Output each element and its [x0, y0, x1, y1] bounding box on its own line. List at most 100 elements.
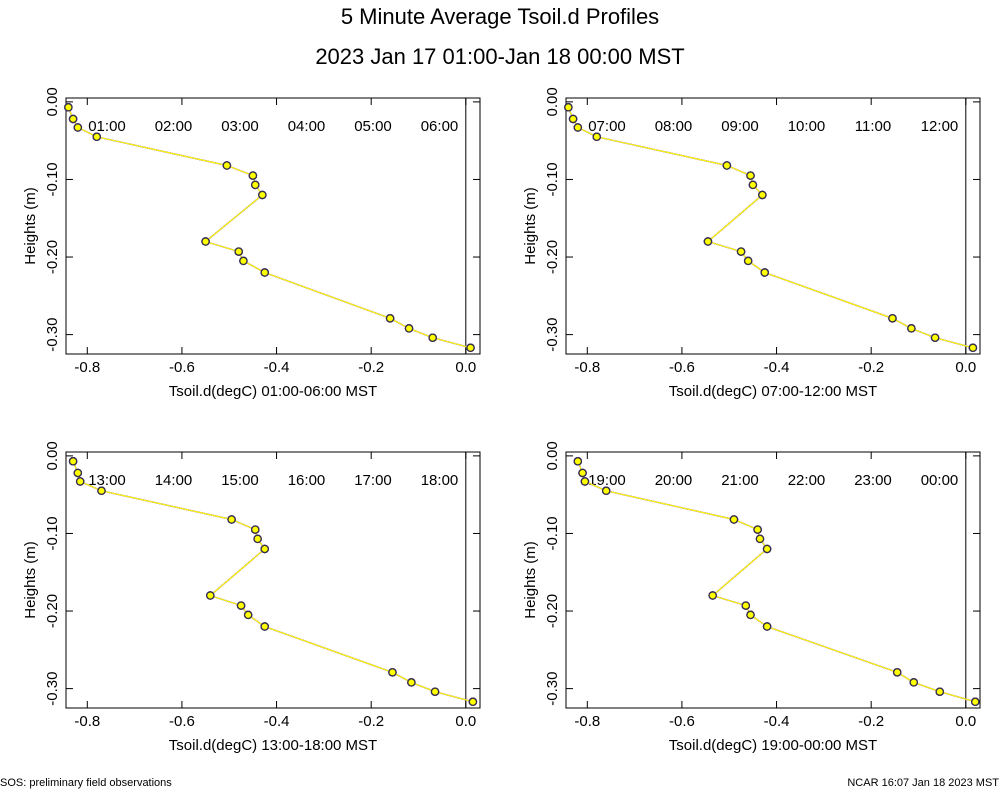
- data-point: [407, 678, 416, 687]
- data-point: [753, 525, 762, 534]
- y-tick-label: -0.10: [44, 516, 61, 550]
- x-tick-label: -0.8: [574, 359, 600, 376]
- legend-label: 01:00: [88, 118, 126, 135]
- data-point: [75, 477, 85, 486]
- data-point: [251, 525, 260, 534]
- x-tick-label: -0.2: [358, 713, 384, 730]
- x-tick-label: 0.0: [455, 713, 476, 730]
- data-point: [73, 123, 83, 132]
- data-point: [206, 591, 215, 600]
- y-tick-label: -0.20: [544, 594, 561, 628]
- x-tick-label: -0.4: [764, 713, 790, 730]
- data-point: [404, 324, 414, 333]
- x-axis-label: Tsoil.d(degC) 01:00-06:00 MST: [169, 383, 377, 400]
- y-tick-label: -0.30: [44, 672, 61, 706]
- x-axis-label: Tsoil.d(degC) 13:00-18:00 MST: [169, 737, 377, 754]
- data-point: [236, 601, 246, 610]
- data-point: [428, 333, 437, 342]
- data-point: [468, 697, 478, 707]
- legend-label: 14:00: [155, 472, 193, 489]
- y-tick-label: -0.20: [544, 240, 561, 274]
- y-tick-label: -0.10: [544, 516, 561, 550]
- legend-label: 07:00: [588, 118, 626, 135]
- x-tick-label: -0.4: [264, 713, 290, 730]
- y-axis-label: Heights (m): [22, 541, 39, 619]
- data-point: [592, 132, 602, 142]
- data-point: [703, 237, 713, 246]
- chart-title: 5 Minute Average Tsoil.d Profiles: [341, 4, 659, 29]
- series-line: [72, 461, 474, 703]
- data-point: [601, 486, 611, 496]
- data-point: [260, 622, 269, 631]
- data-point: [222, 161, 232, 170]
- y-axis-label: Heights (m): [22, 187, 39, 265]
- data-point: [201, 237, 210, 246]
- legend-label: 12:00: [921, 118, 959, 135]
- chart-subtitle: 2023 Jan 17 01:00-Jan 18 00:00 MST: [315, 44, 684, 69]
- data-point: [258, 190, 267, 200]
- data-point: [573, 123, 583, 132]
- data-point: [564, 103, 573, 112]
- x-tick-label: -0.4: [264, 359, 290, 376]
- plot-frame: [65, 451, 481, 709]
- legend-label: 20:00: [655, 472, 693, 489]
- data-point: [909, 678, 919, 687]
- panel: -0.8 -0.6 -0.4 -0.2 0.0 0.00 -0.10 -0.20 -0.30 Ts…: [522, 441, 981, 754]
- data-point: [68, 457, 78, 466]
- plot-frame: [565, 451, 981, 709]
- data-point: [239, 256, 248, 266]
- y-tick-label: -0.10: [544, 162, 561, 196]
- legend-label: 08:00: [655, 118, 693, 135]
- data-point: [68, 114, 78, 124]
- y-axis-label: Heights (m): [522, 541, 539, 619]
- y-tick-label: -0.30: [44, 318, 61, 352]
- plot-frame: [65, 97, 481, 355]
- legend-label: 09:00: [721, 118, 759, 135]
- series-line: [567, 107, 974, 349]
- data-point: [746, 610, 755, 620]
- x-tick-label: -0.8: [574, 713, 600, 730]
- footer-note: SOS: preliminary field observations: [0, 777, 172, 789]
- data-point: [888, 314, 897, 323]
- data-point: [762, 544, 772, 554]
- legend-label: 22:00: [788, 472, 826, 489]
- data-point: [578, 468, 587, 478]
- legend-label: 02:00: [155, 118, 193, 135]
- data-point: [248, 171, 258, 180]
- x-tick-label: -0.4: [764, 359, 790, 376]
- x-axis-label: Tsoil.d(degC) 19:00-00:00 MST: [669, 737, 877, 754]
- legend-label: 03:00: [221, 118, 259, 135]
- data-point: [260, 268, 269, 277]
- y-tick-label: 0.00: [44, 87, 61, 116]
- legend-label: 06:00: [421, 118, 459, 135]
- data-point: [755, 534, 765, 544]
- data-point: [568, 114, 578, 124]
- data-point: [892, 668, 902, 677]
- data-point: [760, 268, 769, 277]
- x-tick-label: -0.8: [74, 359, 100, 376]
- footer-stamp: NCAR 16:07 Jan 18 2023 MST: [847, 777, 999, 789]
- legend-label: 11:00: [855, 118, 891, 135]
- panel: -0.8 -0.6 -0.4 -0.2 0.0 0.00 -0.10 -0.20 -0.30 Ts…: [22, 87, 481, 400]
- data-point: [708, 591, 717, 600]
- series-line: [67, 107, 471, 349]
- x-tick-label: -0.2: [858, 359, 884, 376]
- data-point: [743, 256, 753, 266]
- legend-label: 18:00: [421, 472, 459, 489]
- y-tick-label: -0.20: [44, 240, 61, 274]
- data-point: [741, 601, 751, 610]
- legend-label: 04:00: [288, 118, 326, 135]
- data-point: [722, 161, 732, 170]
- series-line: [577, 461, 976, 703]
- data-point: [243, 610, 253, 620]
- y-tick-label: -0.30: [544, 672, 561, 706]
- x-axis-label: Tsoil.d(degC) 07:00-12:00 MST: [669, 383, 877, 400]
- x-tick-label: -0.8: [74, 713, 100, 730]
- data-point: [580, 477, 590, 486]
- x-tick-label: -0.6: [169, 359, 195, 376]
- y-axis-label: Heights (m): [522, 187, 539, 265]
- legend-label: 13:00: [88, 472, 126, 489]
- x-tick-label: -0.2: [358, 359, 384, 376]
- y-tick-label: -0.30: [544, 318, 561, 352]
